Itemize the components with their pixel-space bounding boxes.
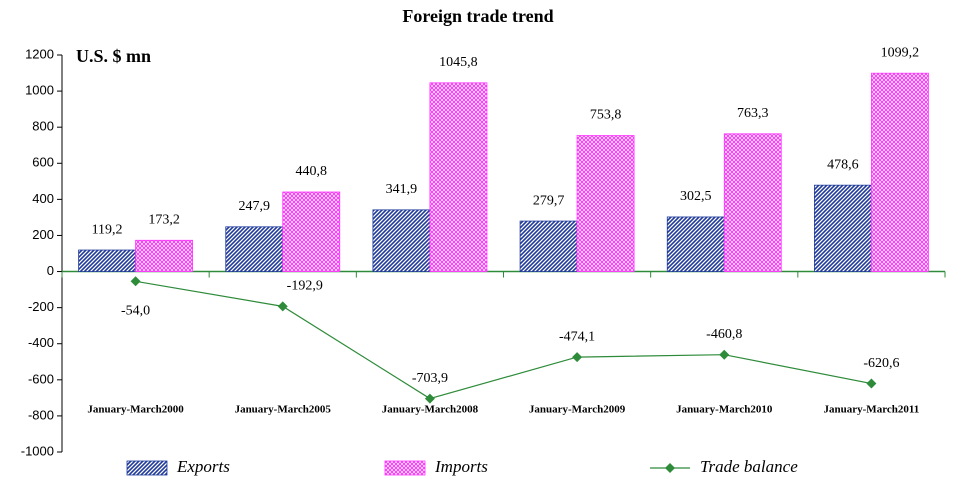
- line-value-label: -474,1: [559, 329, 595, 344]
- y-tick-label: -200: [28, 299, 54, 314]
- y-tick-label: 200: [32, 227, 54, 242]
- legend-swatch: [384, 460, 426, 476]
- bar-value-label: 1099,2: [881, 45, 920, 60]
- y-tick-label: -1000: [21, 443, 54, 458]
- line-value-label: -192,9: [287, 279, 323, 294]
- bar: [519, 220, 578, 272]
- legend-label: Trade balance: [700, 457, 798, 476]
- chart-title: Foreign trade trend: [402, 6, 553, 26]
- bar: [666, 216, 725, 272]
- bar-value-label: 302,5: [680, 189, 712, 204]
- line-value-label: -54,0: [121, 304, 150, 319]
- bar-value-label: 119,2: [92, 222, 123, 237]
- bar-value-label: 440,8: [296, 164, 328, 179]
- line-value-label: -460,8: [706, 327, 742, 342]
- legend-swatch: [126, 460, 168, 476]
- y-tick-label: 800: [32, 119, 54, 134]
- bar-value-label: 247,9: [239, 199, 271, 214]
- bar-value-label: 763,3: [737, 106, 769, 121]
- y-tick-label: 1200: [25, 46, 54, 61]
- legend-label: Exports: [176, 457, 230, 476]
- y-tick-label: -400: [28, 335, 54, 350]
- bar: [282, 191, 341, 272]
- y-tick-label: -800: [28, 407, 54, 422]
- line: [135, 280, 872, 400]
- y-axis-label: U.S. $ mn: [76, 46, 151, 66]
- x-tick-label: January-March2008: [382, 404, 479, 416]
- bar-value-label: 173,2: [148, 213, 180, 228]
- bar: [814, 184, 872, 272]
- line-marker: [866, 378, 877, 389]
- y-tick-label: 600: [32, 155, 54, 170]
- bar-value-label: 279,7: [533, 193, 565, 208]
- line-marker: [572, 352, 583, 363]
- line-marker: [719, 349, 730, 360]
- line-marker: [130, 276, 141, 287]
- bar: [429, 82, 488, 272]
- y-tick-label: 400: [32, 191, 54, 206]
- legend-marker: [665, 463, 675, 473]
- bar: [225, 226, 284, 272]
- line-value-label: -703,9: [412, 371, 448, 386]
- bar: [78, 249, 136, 272]
- x-tick-label: January-March2005: [235, 404, 332, 416]
- x-tick-label: January-March2010: [676, 404, 773, 416]
- line-marker: [424, 393, 435, 404]
- y-tick-label: -600: [28, 371, 54, 386]
- bar: [723, 133, 782, 272]
- x-tick-label: January-March2000: [87, 404, 184, 416]
- bar: [135, 239, 193, 272]
- bar-value-label: 753,8: [590, 108, 622, 123]
- bar-value-label: 341,9: [386, 182, 418, 197]
- y-tick-label: 0: [47, 263, 54, 278]
- bar: [871, 72, 929, 272]
- bar-value-label: 1045,8: [439, 55, 478, 70]
- line-marker: [277, 301, 288, 312]
- bar: [576, 135, 635, 272]
- legend-label: Imports: [434, 457, 488, 476]
- bar: [372, 209, 431, 272]
- x-tick-label: January-March2011: [824, 404, 920, 416]
- y-tick-label: 1000: [25, 83, 54, 98]
- x-tick-label: January-March2009: [529, 404, 626, 416]
- bar-value-label: 478,6: [827, 157, 859, 172]
- line-value-label: -620,6: [863, 356, 899, 371]
